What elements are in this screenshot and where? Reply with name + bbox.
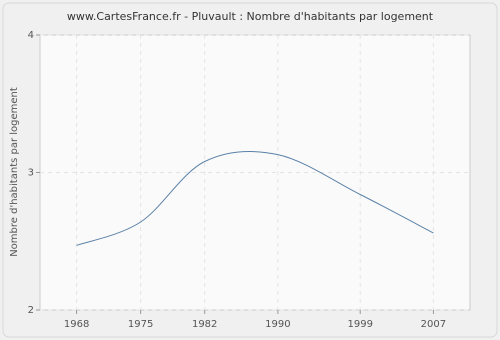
y-tick-label: 3: [28, 168, 34, 179]
line: [76, 150, 434, 246]
x-tick-label: 1968: [64, 319, 89, 330]
y-axis-label: Nombre d'habitants par logement: [9, 87, 20, 257]
y-tick-label: 2: [28, 305, 34, 316]
chart-title: www.CartesFrance.fr - Pluvault : Nombre …: [67, 10, 434, 23]
plot-area: [39, 34, 471, 311]
x-tick-label: 1975: [128, 319, 153, 330]
x-tick-label: 1990: [265, 319, 290, 330]
y-tick-label: 4: [28, 30, 34, 41]
x-tick-label: 1999: [347, 319, 372, 330]
x-tick-label: 2007: [421, 319, 446, 330]
x-tick-label: 1982: [192, 319, 217, 330]
